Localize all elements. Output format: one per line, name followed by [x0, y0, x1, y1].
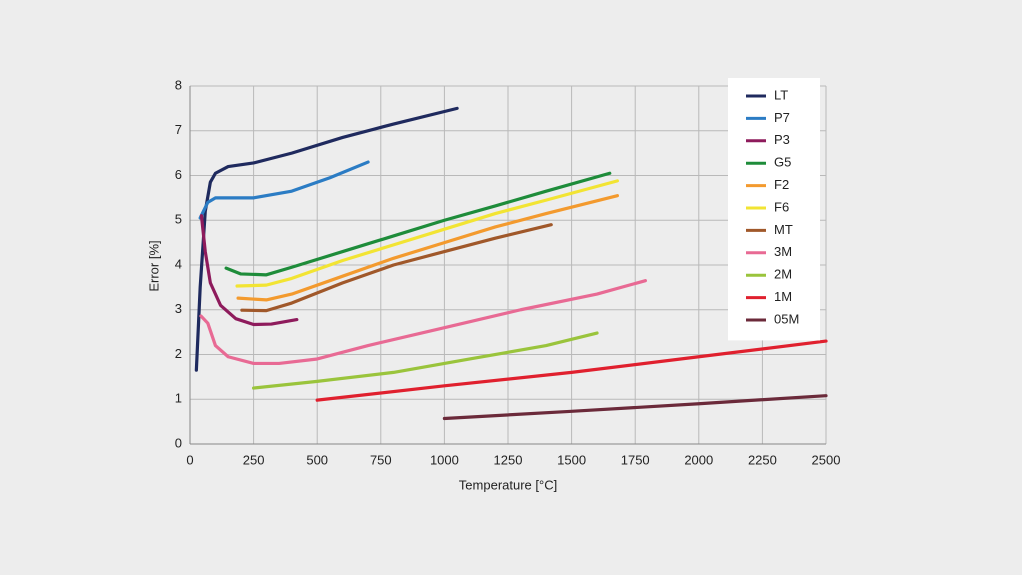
x-axis-label: Temperature [°C]	[459, 477, 557, 492]
legend-label: G5	[774, 155, 791, 170]
series-line	[236, 194, 619, 302]
x-tick-label: 1500	[557, 452, 586, 467]
series-line	[194, 106, 459, 372]
y-tick-label: 2	[175, 346, 182, 361]
y-tick-label: 4	[175, 256, 182, 271]
series-line	[224, 171, 612, 277]
y-tick-label: 0	[175, 435, 182, 450]
legend-label: 3M	[774, 244, 792, 259]
series-line	[198, 160, 370, 220]
series-line	[252, 331, 599, 390]
y-tick-label: 7	[175, 122, 182, 137]
x-tick-label: 1750	[621, 452, 650, 467]
legend-label: P7	[774, 110, 790, 125]
series-line	[240, 223, 553, 313]
x-tick-label: 1000	[430, 452, 459, 467]
legend-label: 2M	[774, 267, 792, 282]
series-line	[235, 179, 619, 288]
x-tick-label: 2500	[812, 452, 841, 467]
legend-label: LT	[774, 87, 788, 102]
x-tick-label: 250	[243, 452, 265, 467]
y-tick-label: 6	[175, 167, 182, 182]
x-tick-label: 0	[186, 452, 193, 467]
legend-label: P3	[774, 132, 790, 147]
legend-label: 05M	[774, 311, 799, 326]
legend-label: F6	[774, 199, 789, 214]
series-line	[442, 394, 828, 421]
y-tick-label: 5	[175, 212, 182, 227]
series-line	[199, 214, 299, 327]
series-line	[315, 339, 828, 402]
x-tick-label: 2000	[684, 452, 713, 467]
x-tick-label: 750	[370, 452, 392, 467]
x-tick-label: 500	[306, 452, 328, 467]
y-axis-label: Error [%]	[146, 240, 161, 291]
legend-box	[728, 78, 820, 341]
series-line	[199, 279, 647, 366]
y-tick-label: 1	[175, 391, 182, 406]
y-tick-label: 3	[175, 301, 182, 316]
x-tick-label: 1250	[494, 452, 523, 467]
x-tick-label: 2250	[748, 452, 777, 467]
legend-label: 1M	[774, 289, 792, 304]
legend-label: F2	[774, 177, 789, 192]
legend-label: MT	[774, 222, 793, 237]
y-tick-label: 8	[175, 77, 182, 92]
